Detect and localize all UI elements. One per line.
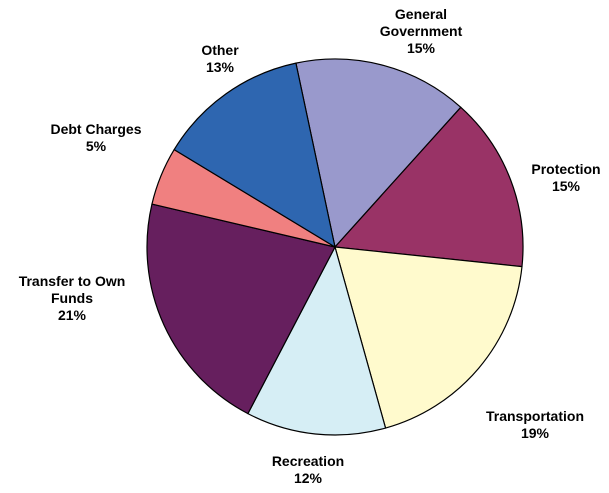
slice-percent-label: 15% (552, 178, 581, 194)
data-label-recreation: Recreation 12% (272, 453, 344, 486)
slice-percent-label: 15% (407, 40, 436, 56)
pie-labels: General Government 15%Protection 15%Transpo… (19, 6, 601, 486)
slice-category-label: Other (201, 42, 239, 58)
data-label-general-government: General Government 15% (380, 6, 463, 56)
pie-slice-transportation (334, 246, 523, 429)
pie-slices (146, 58, 524, 436)
slice-category-label: Funds (51, 290, 93, 306)
data-label-other: Other 13% (201, 42, 239, 75)
slice-category-label: Government (380, 23, 463, 39)
slice-percent-label: 21% (58, 307, 87, 323)
slice-category-label: Debt Charges (50, 121, 141, 137)
pie-slice-other (173, 62, 336, 248)
slice-percent-label: 13% (206, 59, 235, 75)
slice-category-label: Protection (531, 161, 600, 177)
pie-slice-transfer-to-own-funds (146, 203, 336, 415)
slice-category-label: Transfer to Own (19, 273, 126, 289)
pie-slice-protection (334, 106, 524, 268)
slice-category-label: General (395, 6, 447, 22)
slice-percent-label: 12% (294, 470, 323, 486)
pie-slice-recreation (247, 246, 387, 436)
data-label-transfer-to-own-funds: Transfer to Own Funds 21% (19, 273, 126, 323)
slice-percent-label: 5% (86, 138, 107, 154)
slice-category-label: Recreation (272, 453, 344, 469)
data-label-debt-charges: Debt Charges 5% (50, 121, 141, 154)
slice-category-label: Transportation (486, 408, 584, 424)
pie-slice-general-government (295, 58, 462, 248)
data-label-transportation: Transportation 19% (486, 408, 584, 441)
data-label-protection: Protection 15% (531, 161, 600, 194)
slice-percent-label: 19% (521, 425, 550, 441)
